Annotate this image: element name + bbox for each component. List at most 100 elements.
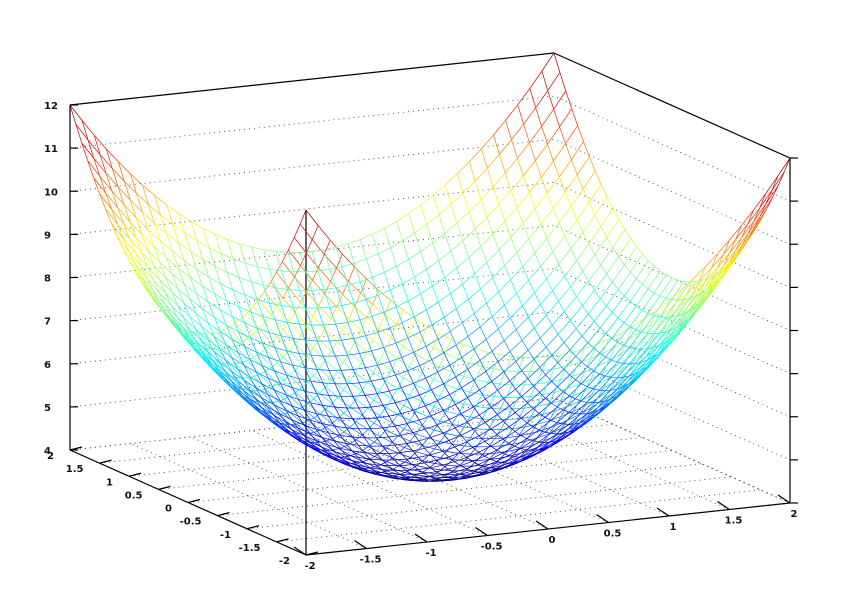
mesh-segment [367,422,375,430]
mesh-segment [335,247,343,267]
mesh-segment [303,435,316,441]
mesh-segment [355,390,362,400]
mesh-segment [93,134,107,150]
mesh-segment [401,351,414,358]
mesh-segment [717,239,730,255]
mesh-segment [401,387,408,400]
mesh-segment [519,459,527,462]
mesh-segment [448,440,456,448]
mesh-segment [117,223,130,240]
mesh-segment [753,193,767,211]
mesh-segment [420,204,428,225]
mesh-segment [236,391,243,397]
mesh-segment [226,272,234,291]
mesh-segment [581,400,588,403]
mesh-segment [266,412,273,415]
mesh-segment [640,347,654,363]
mesh-segment [69,104,77,125]
mesh-segment [545,398,552,404]
mesh-segment [398,452,411,458]
mesh-segment [190,277,197,294]
mesh-segment [539,413,546,418]
mesh-segment [683,310,690,314]
mesh-segment [277,356,284,363]
mesh-segment [478,464,485,467]
mesh-segment [636,246,643,255]
mesh-segment [707,274,714,279]
mesh-segment [446,443,453,452]
mesh-segment [426,260,439,270]
mesh-segment [536,381,549,385]
mesh-segment [524,383,537,386]
mesh-segment [111,222,124,239]
mesh-segment [712,282,719,291]
mesh-segment [622,383,629,388]
mesh-segment [275,287,282,306]
mesh-segment [334,440,347,444]
mesh-segment [262,316,270,333]
mesh-segment [641,284,649,290]
mesh-segment [413,405,426,411]
mesh-segment [419,365,426,379]
mesh-segment [418,457,425,464]
mesh-segment [430,415,438,426]
mesh-segment [441,477,454,481]
mesh-segment [294,312,308,327]
mesh-segment [231,380,238,390]
mesh-segment [396,345,404,359]
mesh-segment [644,327,658,338]
mesh-segment [251,246,264,251]
mesh-segment [431,410,444,417]
mesh-segment [378,289,391,301]
mesh-segment [407,365,420,372]
mesh-segment [563,328,577,343]
mesh-segment [470,428,477,438]
mesh-segment [444,233,452,252]
mesh-segment [385,370,392,382]
mesh-segment [457,403,465,415]
mesh-segment [285,428,292,435]
mesh-segment [425,400,438,407]
mesh-segment [617,326,631,343]
mesh-segment [470,446,477,455]
mesh-segment [414,232,421,252]
mesh-segment [237,368,251,378]
mesh-segment [142,184,155,196]
mesh-segment [418,415,432,421]
mesh-segment [164,304,172,316]
mesh-segment [244,322,257,329]
mesh-segment [455,368,468,378]
mesh-segment [442,464,449,470]
mesh-segment [590,353,603,359]
mesh-segment [277,362,290,376]
mesh-segment [466,468,473,472]
mesh-segment [600,226,608,238]
mesh-segment [511,139,518,159]
mesh-segment [521,340,529,351]
mesh-segment [318,254,325,268]
mesh-segment [296,422,303,425]
mesh-segment [481,382,489,395]
mesh-segment [622,363,636,378]
mesh-segment [278,413,291,425]
mesh-segment [741,227,755,246]
mesh-segment [395,370,408,376]
y-tick-mark-3 [217,512,230,517]
mesh-segment [284,412,291,415]
mesh-segment [468,199,482,213]
mesh-segment [105,172,119,188]
mesh-segment [394,443,407,446]
mesh-segment [583,141,590,157]
mesh-segment [522,266,529,281]
mesh-segment [641,266,655,285]
mesh-segment [395,337,409,344]
mesh-segment [556,422,563,425]
mesh-segment [461,322,469,337]
mesh-segment [439,395,452,401]
mesh-segment [481,148,488,169]
mesh-segment [494,457,502,464]
mesh-segment [166,204,174,225]
mesh-segment [448,468,455,473]
mesh-segment [663,330,670,342]
mesh-segment [432,277,445,287]
